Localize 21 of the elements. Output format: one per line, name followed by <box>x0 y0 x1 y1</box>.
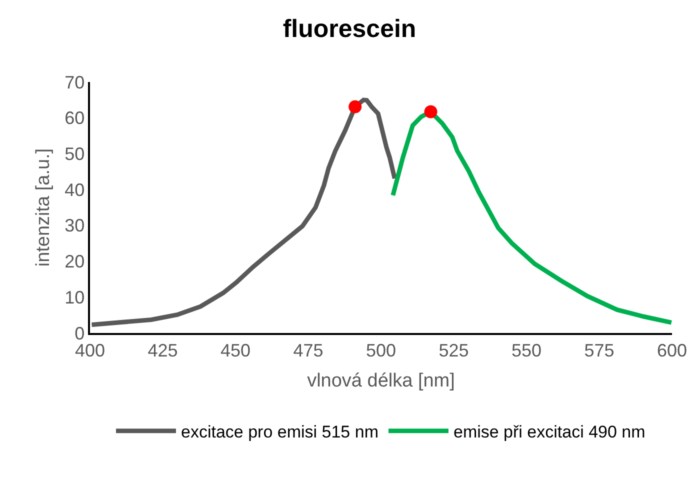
x-tick-label: 550 <box>511 340 542 360</box>
x-tick-label: 575 <box>584 340 614 360</box>
x-tick-label: 425 <box>148 340 178 360</box>
y-tick-label: 70 <box>64 72 85 92</box>
y-axis-title: intenzita [a.u.] <box>32 148 54 267</box>
x-tick-label: 475 <box>293 340 324 360</box>
x-tick-label: 450 <box>220 340 251 360</box>
chart-title: fluorescein <box>282 14 416 43</box>
legend-label: emise při excitaci 490 nm <box>453 422 646 442</box>
y-tick-label: 30 <box>64 216 85 236</box>
legend-label: excitace pro emisi 515 nm <box>181 422 378 442</box>
y-tick-label: 60 <box>64 108 85 128</box>
y-tick-label: 40 <box>64 180 85 200</box>
y-tick-label: 10 <box>64 287 85 308</box>
y-tick-label: 50 <box>64 144 85 164</box>
x-tick-label: 525 <box>438 340 469 360</box>
x-tick-label: 600 <box>656 340 688 360</box>
x-axis-title: vlnová délka [nm] <box>307 370 455 392</box>
y-tick-label: 20 <box>64 252 85 272</box>
x-tick-label: 500 <box>366 340 396 360</box>
line-series <box>90 98 397 327</box>
